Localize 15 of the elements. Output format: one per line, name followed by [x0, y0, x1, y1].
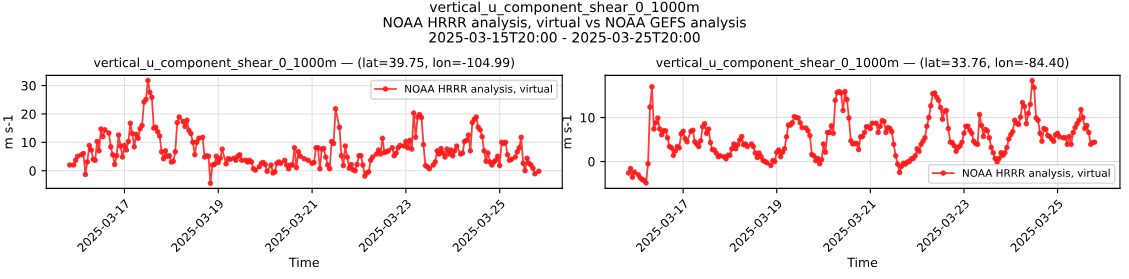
y-axis-title: m s-1 [3, 115, 13, 149]
y-tick-label: 20 [21, 109, 36, 119]
legend-label: NOAA HRRR analysis, virtual [405, 84, 552, 95]
y-tick-label: 10 [22, 137, 36, 148]
legend-label: NOAA HRRR analysis, virtual [963, 168, 1110, 179]
x-axis-title: Time [288, 257, 319, 268]
y-tick-label: 0 [588, 156, 595, 167]
y-tick-label: 0 [29, 166, 36, 176]
y-tick-label: 10 [580, 113, 595, 123]
y-axis-title: m s-1 [562, 115, 572, 149]
chart-title: vertical_u_component_shear_0_1000m — (lat=33.76, lon=-84.40) [656, 57, 1069, 70]
text: vertical_u_component_shear_0_1000m NOAA HRRR analysis, virtual vs NOAA GEFS analysis 2025-03-15T20:00 - 2025-03-25T20:00 [383, 1, 746, 43]
chart-title: vertical_u_component_shear_0_1000m — (lat=39.75, lon=-104.99) [93, 57, 514, 70]
x-axis-title: Time [847, 257, 878, 268]
y-tick-label: 30 [21, 81, 36, 91]
